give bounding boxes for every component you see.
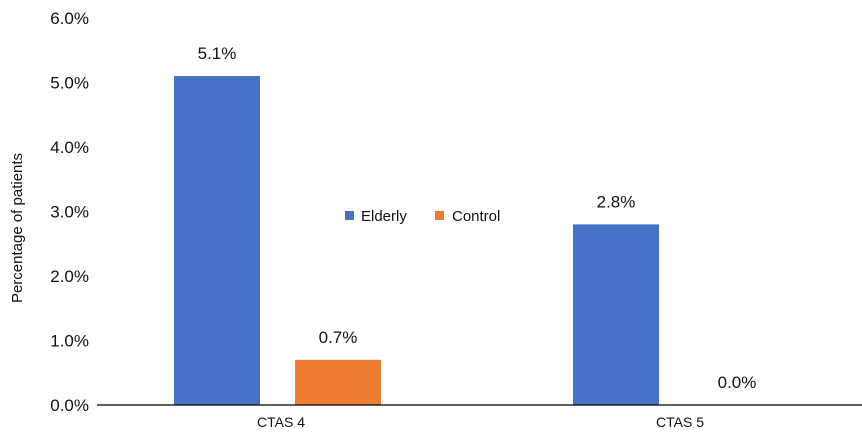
y-tick-label: 4.0% [50, 138, 89, 157]
legend-swatch-elderly [345, 211, 354, 220]
y-tick-label: 1.0% [50, 332, 89, 351]
y-tick-label: 0.0% [50, 396, 89, 415]
y-tick-label: 5.0% [50, 74, 89, 93]
legend-label-elderly: Elderly [361, 208, 407, 225]
bar-elderly-ctas-4 [174, 76, 260, 406]
x-axis-category-labels: CTAS 4 CTAS 5 [257, 414, 704, 430]
data-labels: 5.1% 2.8% 0.7% 0.0% [198, 44, 757, 392]
legend: Elderly Control [345, 208, 500, 225]
x-category-label: CTAS 4 [257, 414, 305, 430]
y-tick-label: 3.0% [50, 203, 89, 222]
bars [174, 76, 659, 406]
y-axis-title: Percentage of patients [9, 153, 26, 303]
data-label: 2.8% [597, 192, 636, 211]
bar-elderly-ctas-5 [573, 224, 659, 405]
data-label: 0.7% [319, 328, 358, 347]
legend-label-control: Control [452, 208, 500, 225]
bar-control-ctas-4 [295, 359, 381, 405]
x-category-label: CTAS 5 [656, 414, 704, 430]
y-tick-label: 2.0% [50, 267, 89, 286]
y-tick-label: 6.0% [50, 9, 89, 28]
legend-swatch-control [435, 211, 444, 220]
y-axis-ticks: 0.0% 1.0% 2.0% 3.0% 4.0% 5.0% 6.0% [50, 9, 89, 415]
data-label: 5.1% [198, 44, 237, 63]
data-label: 0.0% [718, 373, 757, 392]
